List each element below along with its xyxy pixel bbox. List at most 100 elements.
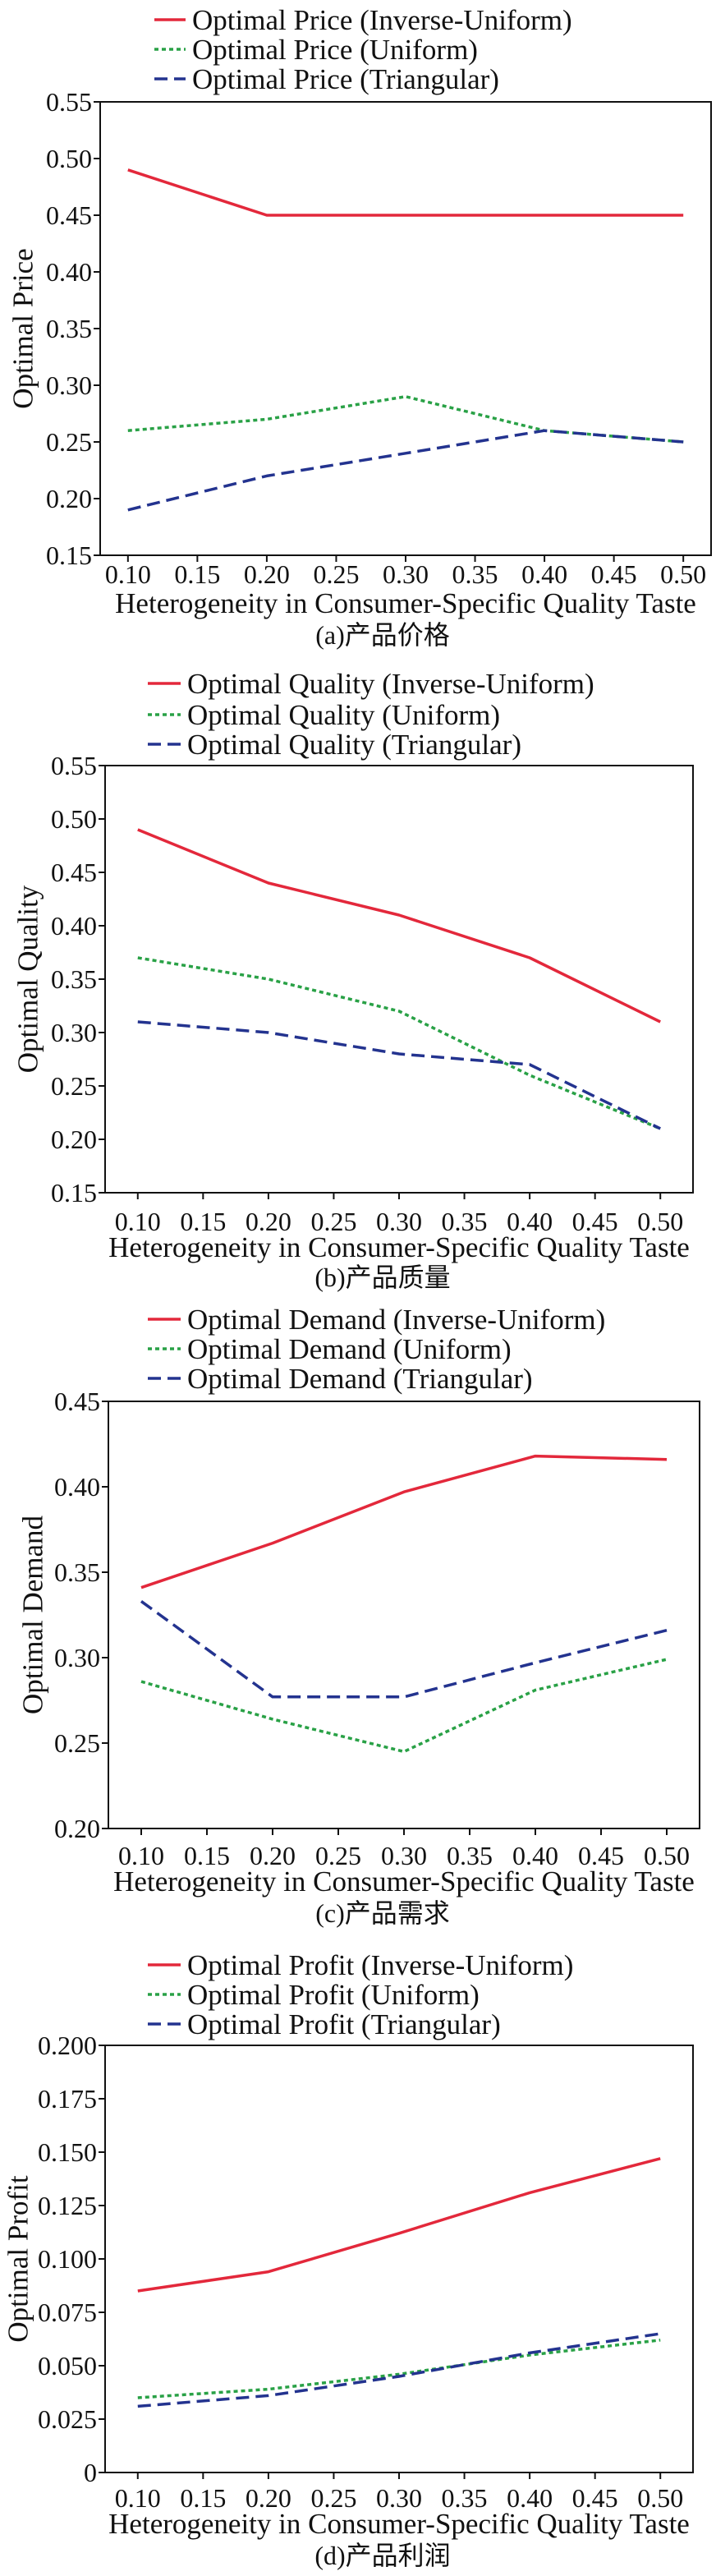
y-tick-label: 0.35 (51, 964, 97, 994)
x-tick-label: 0.35 (447, 1841, 493, 1870)
series-line-optimal-price-uniform (127, 395, 684, 444)
legend-label: Optimal Price (Triangular) (192, 63, 499, 95)
y-tick-label: 0.35 (54, 1557, 100, 1587)
figure-caption: (c)产品需求 (315, 1898, 450, 1928)
legend-item-optimal-quality-uniform: Optimal Quality (Uniform) (148, 699, 500, 731)
x-tick-label: 0.15 (180, 2483, 226, 2513)
y-tick-label: 0.45 (46, 200, 92, 230)
x-tick-label: 0.20 (250, 1841, 296, 1870)
legend-item-optimal-demand-uniform: Optimal Demand (Uniform) (148, 1333, 512, 1365)
legend-label: Optimal Price (Uniform) (192, 34, 478, 66)
y-tick-label: 0.35 (46, 314, 92, 343)
series-line-optimal-quality-uniform (137, 956, 661, 1130)
legend-label: Optimal Demand (Inverse-Uniform) (187, 1304, 605, 1336)
series-line-optimal-profit-uniform (137, 2339, 661, 2399)
legend-item-optimal-price-triangular: Optimal Price (Triangular) (154, 63, 499, 95)
y-tick-label: 0.45 (54, 1387, 100, 1416)
x-tick-label: 0.50 (637, 1207, 683, 1236)
series-line-optimal-demand-triangular (140, 1599, 668, 1699)
legend: Optimal Profit (Inverse-Uniform)Optimal … (148, 1949, 573, 2040)
y-tick-label: 0.200 (38, 2031, 97, 2060)
x-tick-label: 0.35 (442, 2483, 488, 2513)
x-axis-label: Heterogeneity in Consumer-Specific Quali… (115, 587, 696, 619)
y-tick-label: 0.55 (46, 87, 92, 117)
series-line-optimal-quality-triangular (137, 1020, 661, 1130)
legend-label: Optimal Quality (Triangular) (187, 729, 521, 761)
x-tick-label: 0.20 (246, 1207, 291, 1236)
x-tick-label: 0.40 (512, 1841, 558, 1870)
plot-frame (104, 2045, 694, 2473)
y-tick-label: 0.150 (38, 2137, 97, 2167)
y-tick-label: 0.25 (51, 1071, 97, 1101)
x-tick-label: 0.40 (507, 1207, 553, 1236)
legend-item-optimal-price-inverse-uniform: Optimal Price (Inverse-Uniform) (154, 4, 572, 36)
y-axis-label: Optimal Demand (17, 1515, 49, 1714)
legend-item-optimal-demand-triangular: Optimal Demand (Triangular) (148, 1363, 533, 1395)
x-tick-label: 0.45 (591, 559, 637, 589)
x-axis-label: Heterogeneity in Consumer-Specific Quali… (108, 2508, 690, 2540)
chart-panel-optimal-price: Optimal Price (Inverse-Uniform)Optimal P… (7, 4, 712, 650)
figure-caption: (b)产品质量 (314, 1263, 450, 1292)
x-tick-label: 0.25 (310, 2483, 356, 2513)
y-tick-label: 0.40 (51, 911, 97, 941)
y-tick-label: 0.45 (51, 858, 97, 887)
legend-label: Optimal Quality (Uniform) (187, 699, 500, 731)
legend-label: Optimal Profit (Inverse-Uniform) (187, 1949, 573, 1981)
legend-item-optimal-quality-inverse-uniform: Optimal Quality (Inverse-Uniform) (148, 668, 594, 700)
y-tick-label: 0.15 (51, 1178, 97, 1208)
x-tick-label: 0.35 (452, 559, 498, 589)
chart-panel-optimal-demand: Optimal Demand (Inverse-Uniform)Optimal … (17, 1304, 700, 1928)
y-axis-label: Optimal Profit (2, 2175, 34, 2342)
legend-label: Optimal Price (Inverse-Uniform) (192, 4, 572, 36)
y-tick-label: 0.25 (54, 1728, 100, 1758)
legend-item-optimal-price-uniform: Optimal Price (Uniform) (154, 34, 478, 66)
x-tick-label: 0.40 (507, 2483, 553, 2513)
chart-panel-optimal-profit: Optimal Profit (Inverse-Uniform)Optimal … (2, 1949, 694, 2570)
legend-item-optimal-profit-inverse-uniform: Optimal Profit (Inverse-Uniform) (148, 1949, 573, 1981)
y-tick-label: 0.30 (51, 1018, 97, 1047)
x-tick-label: 0.30 (381, 1841, 427, 1870)
legend-label: Optimal Profit (Triangular) (187, 2008, 501, 2040)
legend-item-optimal-demand-inverse-uniform: Optimal Demand (Inverse-Uniform) (148, 1304, 605, 1336)
y-tick-label: 0 (84, 2458, 97, 2487)
x-tick-label: 0.15 (174, 559, 220, 589)
y-tick-label: 0.100 (38, 2244, 97, 2274)
series-line-optimal-profit-inverse-uniform (137, 2157, 661, 2293)
x-tick-label: 0.45 (572, 2483, 618, 2513)
x-tick-label: 0.15 (180, 1207, 226, 1236)
x-tick-label: 0.20 (244, 559, 290, 589)
y-tick-label: 0.050 (38, 2351, 97, 2380)
y-tick-label: 0.025 (38, 2404, 97, 2434)
x-tick-label: 0.50 (644, 1841, 690, 1870)
series-line-optimal-price-triangular (127, 429, 684, 512)
series-line-optimal-price-inverse-uniform (127, 168, 684, 217)
plot-frame (99, 101, 712, 556)
plot-frame (104, 765, 694, 1194)
series-line-optimal-demand-inverse-uniform (140, 1454, 668, 1589)
legend-label: Optimal Demand (Triangular) (187, 1363, 533, 1395)
legend-label: Optimal Profit (Uniform) (187, 1979, 480, 2011)
legend-item-optimal-profit-triangular: Optimal Profit (Triangular) (148, 2008, 501, 2040)
plot-frame (108, 1401, 700, 1829)
y-tick-label: 0.075 (38, 2298, 97, 2327)
series-line-optimal-profit-triangular (137, 2332, 661, 2408)
x-tick-label: 0.25 (310, 1207, 356, 1236)
series-line-optimal-quality-inverse-uniform (137, 828, 661, 1024)
figure-caption: (a)产品价格 (315, 620, 450, 650)
y-tick-label: 0.30 (54, 1643, 100, 1672)
y-tick-label: 0.20 (51, 1125, 97, 1154)
x-tick-label: 0.10 (115, 1207, 161, 1236)
y-tick-label: 0.20 (46, 484, 92, 513)
y-tick-label: 0.125 (38, 2191, 97, 2220)
x-tick-label: 0.45 (572, 1207, 618, 1236)
legend-item-optimal-quality-triangular: Optimal Quality (Triangular) (148, 729, 521, 761)
x-tick-label: 0.10 (118, 1841, 164, 1870)
x-axis-label: Heterogeneity in Consumer-Specific Quali… (108, 1231, 690, 1263)
x-tick-label: 0.30 (376, 1207, 422, 1236)
legend: Optimal Demand (Inverse-Uniform)Optimal … (148, 1304, 605, 1395)
x-tick-label: 0.50 (660, 559, 706, 589)
x-tick-label: 0.50 (637, 2483, 683, 2513)
y-tick-label: 0.55 (51, 751, 97, 780)
chart-panel-optimal-quality: Optimal Quality (Inverse-Uniform)Optimal… (12, 668, 694, 1292)
